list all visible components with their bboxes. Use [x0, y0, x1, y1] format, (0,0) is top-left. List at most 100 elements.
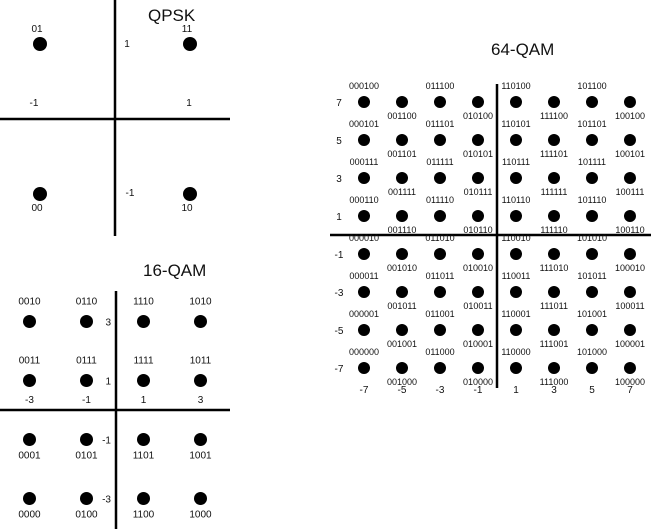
- qam64-point-code: 000011: [349, 271, 378, 281]
- qam64-point: [358, 286, 370, 298]
- qpsk-axis-label-i-neg: -1: [30, 98, 39, 109]
- qam64-i-tick-label: -1: [474, 385, 483, 396]
- qpsk-axis-label-i-pos: 1: [186, 98, 192, 109]
- qam64-point: [434, 324, 446, 336]
- qam64-point-code: 100101: [615, 149, 645, 159]
- qam64-point: [472, 210, 484, 222]
- qam64-q-tick-label: -3: [335, 288, 344, 299]
- qpsk-point-code: 10: [181, 203, 193, 214]
- qam64-point-code: 100000: [615, 377, 645, 387]
- qam64-point-code: 111010: [540, 263, 569, 273]
- qam64-point-code: 111011: [540, 301, 568, 311]
- qam16-point: [137, 374, 150, 387]
- qam64-point: [472, 134, 484, 146]
- qam64-point: [396, 362, 408, 374]
- qam16-point-code: 1111: [133, 356, 153, 367]
- qam64-tick-labels: -7 -5 -3 -1 1 3 5 7 7 5 3 1 -1 -3 -5 -7: [335, 98, 634, 396]
- qam64-point-code: 000010: [349, 233, 379, 243]
- qam64-point-code: 100010: [615, 263, 645, 273]
- qam16-point: [80, 315, 93, 328]
- qam16-point-code: 0111: [76, 356, 97, 367]
- qam64-point: [510, 134, 522, 146]
- qam64-point-code: 101110: [578, 195, 607, 205]
- qam64-i-tick-label: 1: [513, 385, 519, 396]
- qam64-point-code: 111000: [540, 377, 569, 387]
- qam16-point: [137, 492, 150, 505]
- qam64-point-code: 001001: [387, 339, 417, 349]
- qam64-point-code: 110010: [501, 233, 530, 243]
- qam64-point-code: 010111: [464, 187, 493, 197]
- qam64-point: [396, 96, 408, 108]
- qam64-point: [548, 324, 560, 336]
- qam64-point: [586, 324, 598, 336]
- qam64-point: [510, 210, 522, 222]
- qam16-i-tick-label: 3: [198, 395, 204, 406]
- qam64-q-tick-label: -7: [335, 364, 344, 375]
- qam64-point-code: 010000: [463, 377, 493, 387]
- qam64-point: [472, 172, 484, 184]
- qam64-point: [624, 324, 636, 336]
- qam64-i-tick-label: 5: [589, 385, 595, 396]
- qam64-point: [624, 362, 636, 374]
- qam64-q-tick-label: 3: [336, 174, 342, 185]
- qpsk-point: [183, 187, 197, 201]
- qam16-i-tick-label: 1: [141, 395, 147, 406]
- qam64-point-code: 100110: [615, 225, 644, 235]
- qam64-point: [624, 96, 636, 108]
- qam64-point-code: 111111: [541, 187, 568, 197]
- qam16-i-tick-label: -1: [82, 395, 91, 406]
- qam16-point: [80, 374, 93, 387]
- qam64-i-tick-label: -7: [360, 385, 369, 396]
- qam64-point: [586, 248, 598, 260]
- qam64-point: [586, 362, 598, 374]
- qam64-point: [358, 96, 370, 108]
- qam16-q-tick-label: 1: [105, 377, 111, 388]
- qam64-i-tick-label: -3: [436, 385, 445, 396]
- qpsk-point: [33, 37, 47, 51]
- qam64-point-code: 010100: [463, 111, 493, 121]
- qam64-point-code: 011100: [426, 81, 455, 91]
- qpsk-axis-label-q-pos: 1: [124, 39, 130, 50]
- qam64-point-code: 000110: [349, 195, 378, 205]
- qam64-point: [510, 172, 522, 184]
- qam64-point: [548, 362, 560, 374]
- qpsk-title: QPSK: [148, 6, 196, 25]
- qam64-point-code: 001000: [387, 377, 417, 387]
- qam16-point-code: 0011: [19, 356, 41, 367]
- qam64-point: [396, 324, 408, 336]
- qam64-point-code: 100001: [615, 339, 645, 349]
- qam64-point: [434, 134, 446, 146]
- qam64-point: [358, 362, 370, 374]
- qam64-point: [510, 286, 522, 298]
- qam16-point: [80, 433, 93, 446]
- qam64-point-code: 011001: [425, 309, 454, 319]
- qam64-point-code: 001111: [388, 187, 416, 197]
- qam64-point: [396, 286, 408, 298]
- qam64-point: [548, 134, 560, 146]
- qam16-q-tick-label: -3: [102, 495, 111, 506]
- qam64-panel: 64-QAM 000100001100011100010100110100111…: [330, 40, 651, 396]
- qam16-point: [23, 492, 36, 505]
- qam64-point: [586, 96, 598, 108]
- qam16-point-code: 1001: [189, 451, 212, 462]
- qam64-point: [358, 172, 370, 184]
- qam64-point-code: 011000: [425, 347, 454, 357]
- qam64-point: [624, 134, 636, 146]
- qam64-point: [434, 286, 446, 298]
- qam64-q-tick-label: -1: [335, 250, 344, 261]
- qam64-point-code: 010101: [463, 149, 493, 159]
- qam64-point-code: 010010: [463, 263, 493, 273]
- qam64-point-code: 110101: [501, 119, 530, 129]
- qam64-point: [586, 172, 598, 184]
- qam16-point-code: 0100: [75, 510, 98, 521]
- qam64-points: 000100 001100 011100 010100 110100 111100 1011…: [349, 81, 645, 387]
- qam64-point-code: 000100: [349, 81, 379, 91]
- qam64-point-code: 101011: [577, 271, 606, 281]
- qam16-point: [137, 433, 150, 446]
- qam64-point: [358, 248, 370, 260]
- qam64-point-code: 100100: [615, 111, 645, 121]
- qam64-i-tick-label: 3: [551, 385, 557, 396]
